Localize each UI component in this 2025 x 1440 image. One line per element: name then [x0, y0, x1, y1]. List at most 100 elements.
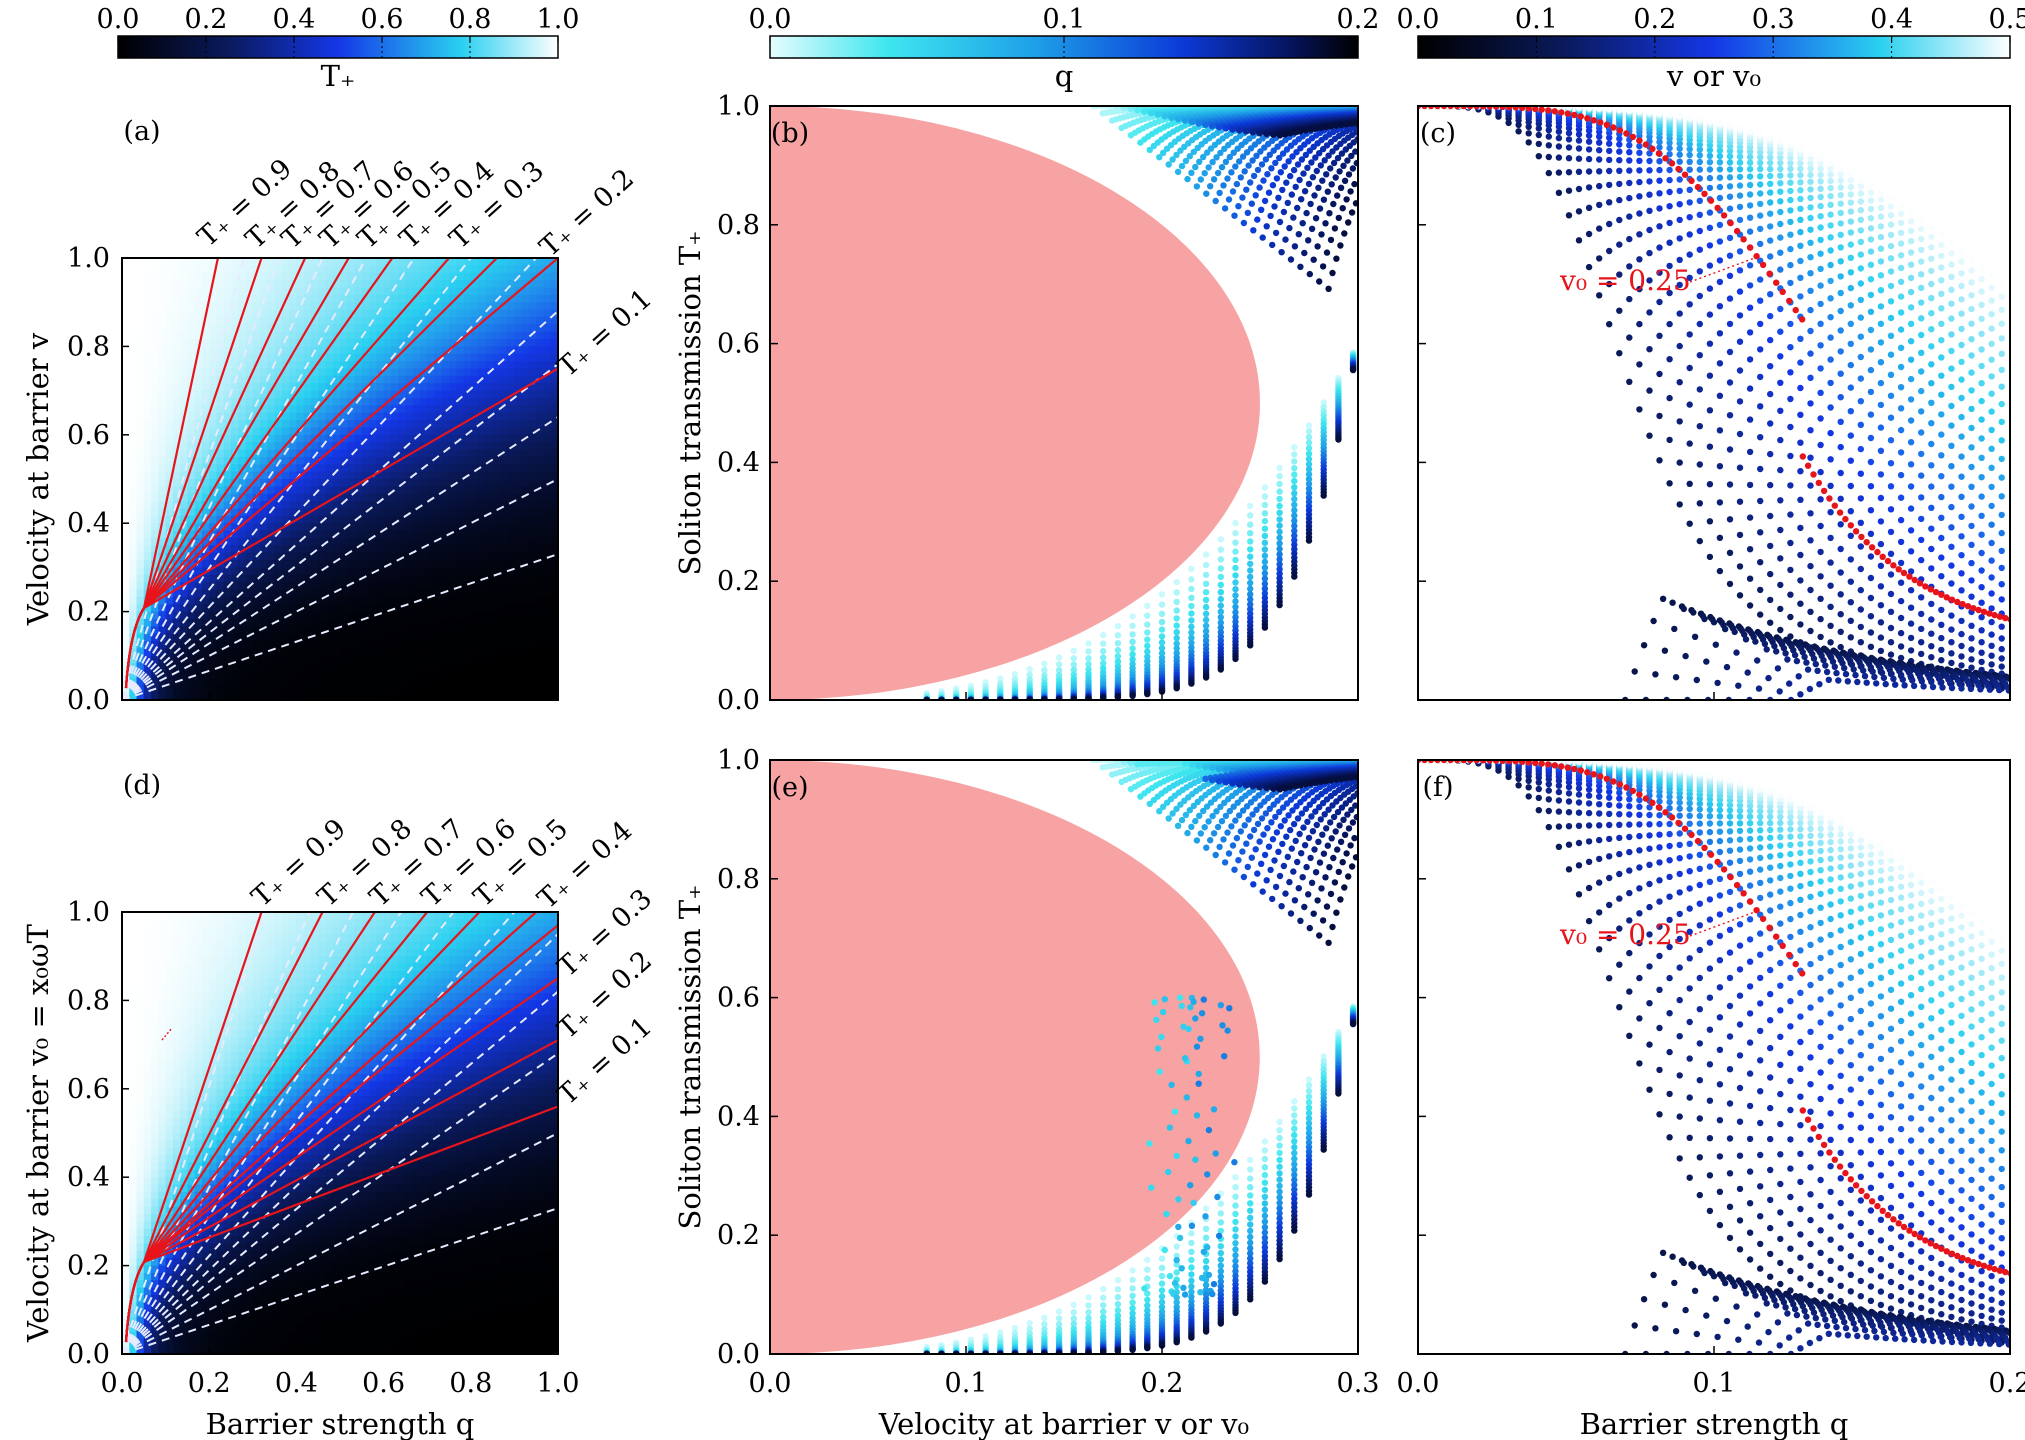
- heatmap-cell: [122, 1125, 130, 1134]
- heatmap-cell: [180, 331, 188, 340]
- heatmap-cell: [223, 948, 232, 957]
- heatmap-cell: [281, 574, 290, 583]
- heatmap-cell: [231, 670, 239, 679]
- heatmap-cell: [252, 1324, 261, 1333]
- heatmap-cell: [434, 420, 443, 429]
- heatmap-cell: [478, 309, 486, 318]
- colorbar-tick-label: 0.6: [361, 4, 404, 35]
- heatmap-cell: [180, 420, 188, 429]
- heatmap-cell: [318, 479, 327, 487]
- heatmap-cell: [143, 1169, 152, 1178]
- heatmap-cell: [201, 1147, 210, 1156]
- heatmap-cell: [172, 604, 181, 613]
- heatmap-cell: [143, 1287, 152, 1296]
- heatmap-cell: [492, 294, 501, 303]
- heatmap-cell: [492, 567, 501, 576]
- heatmap-cell: [281, 567, 290, 576]
- heatmap-cell: [485, 663, 494, 672]
- heatmap-cell: [260, 1331, 268, 1340]
- heatmap-cell: [143, 1081, 152, 1090]
- heatmap-cell: [296, 523, 305, 532]
- heatmap-cell: [136, 567, 145, 576]
- heatmap-cell: [187, 677, 196, 686]
- heatmap-cell: [441, 464, 450, 473]
- heatmap-cell: [245, 1280, 254, 1289]
- heatmap-cell: [405, 633, 414, 642]
- heatmap-cell: [340, 302, 348, 311]
- heatmap-cell: [289, 294, 297, 303]
- heatmap-cell: [187, 493, 196, 502]
- heatmap-cell: [289, 397, 297, 406]
- heatmap-cell: [129, 948, 138, 957]
- heatmap-cell: [223, 1103, 232, 1112]
- heatmap-cell: [536, 456, 545, 465]
- heatmap-cell: [151, 456, 159, 465]
- heatmap-cell: [514, 265, 523, 274]
- heatmap-cell: [122, 1221, 130, 1230]
- heatmap-cell: [449, 412, 457, 421]
- heatmap-cell: [528, 479, 537, 487]
- heatmap-cell: [492, 633, 501, 642]
- heatmap-cell: [216, 1346, 225, 1354]
- heatmap-cell: [528, 626, 537, 635]
- heatmap-cell: [187, 633, 196, 642]
- heatmap-cell: [172, 993, 181, 1001]
- heatmap-cell: [521, 390, 530, 399]
- heatmap-cell: [441, 361, 450, 370]
- heatmap-cell: [267, 1280, 276, 1289]
- heatmap-cell: [274, 1044, 283, 1053]
- heatmap-cell: [267, 1022, 276, 1031]
- heatmap-cell: [136, 1191, 145, 1200]
- heatmap-cell: [194, 523, 203, 532]
- heatmap-cell: [470, 375, 479, 384]
- heatmap-cell: [550, 390, 558, 399]
- heatmap-cell: [289, 582, 297, 591]
- heatmap-cell: [536, 434, 545, 443]
- heatmap-cell: [536, 552, 545, 561]
- heatmap-cell: [492, 302, 501, 311]
- heatmap-cell: [201, 1265, 210, 1274]
- heatmap-cell: [194, 361, 203, 370]
- heatmap-cell: [165, 508, 174, 517]
- heatmap-cell: [376, 655, 385, 664]
- heatmap-cell: [267, 1287, 276, 1296]
- heatmap-cell: [470, 545, 479, 554]
- heatmap-cell: [310, 368, 319, 377]
- heatmap-cell: [441, 331, 450, 340]
- heatmap-cell: [165, 339, 174, 347]
- heatmap-cell: [129, 1125, 138, 1134]
- heatmap-cell: [216, 486, 225, 495]
- heatmap-cell: [187, 530, 196, 539]
- heatmap-cell: [165, 390, 174, 399]
- heatmap-cell: [376, 464, 385, 473]
- heatmap-cell: [267, 567, 276, 576]
- heatmap-cell: [470, 309, 479, 318]
- heatmap-cell: [122, 926, 130, 935]
- heatmap-cell: [158, 442, 167, 451]
- heatmap-cell: [274, 1125, 283, 1134]
- heatmap-cell: [347, 486, 356, 495]
- heatmap-cell: [427, 383, 436, 392]
- heatmap-cell: [390, 677, 399, 686]
- heatmap-cell: [274, 604, 283, 613]
- heatmap-cell: [383, 545, 392, 554]
- heatmap-cell: [223, 589, 232, 598]
- heatmap-cell: [245, 1029, 254, 1038]
- heatmap-cell: [296, 324, 305, 333]
- heatmap-cell: [419, 456, 428, 465]
- heatmap-cell: [332, 648, 341, 657]
- heatmap-cell: [550, 508, 558, 517]
- heatmap-cell: [492, 375, 501, 384]
- heatmap-cell: [521, 655, 530, 664]
- heatmap-cell: [158, 1346, 167, 1354]
- heatmap-cell: [310, 670, 319, 679]
- heatmap-cell: [274, 963, 283, 972]
- heatmap-cell: [434, 486, 443, 495]
- heatmap-cell: [136, 1346, 145, 1354]
- heatmap-cell: [376, 397, 385, 406]
- heatmap-cell: [332, 685, 341, 694]
- panel-letter-a: (a): [123, 116, 160, 147]
- heatmap-cell: [172, 552, 181, 561]
- colorbar-tick-label: 0.2: [1633, 4, 1676, 35]
- heatmap-cell: [238, 1228, 247, 1237]
